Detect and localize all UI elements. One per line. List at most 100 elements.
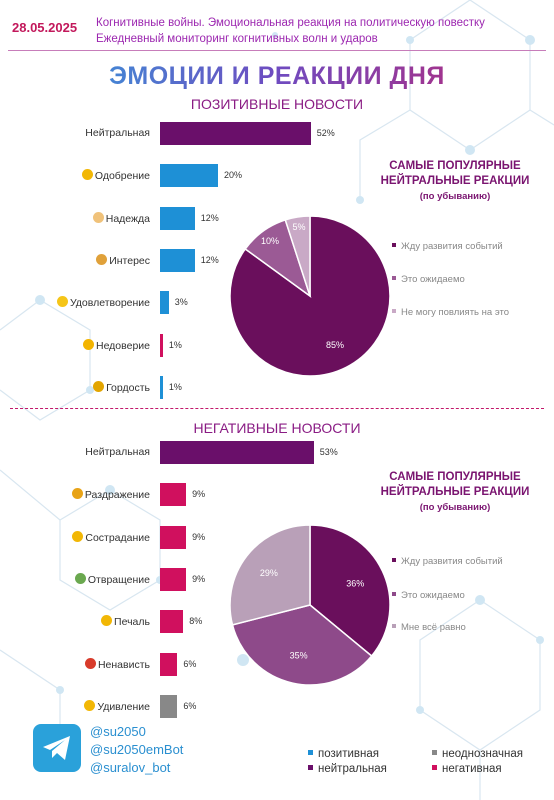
bar <box>160 610 184 634</box>
legend-label: неоднозначная <box>442 748 523 760</box>
bar-category-label: Раздражение <box>71 488 150 501</box>
legend-swatch <box>392 276 396 280</box>
bot-link[interactable]: @suralov_bot <box>90 760 171 775</box>
bar <box>160 652 178 676</box>
bar-value-label: 6% <box>183 700 197 711</box>
bar-category-label: Гордость <box>93 380 150 394</box>
bar-value-label: 12% <box>200 212 219 223</box>
bar-category-text: Нейтральная <box>85 446 150 458</box>
footer-legend-item: нейтральная <box>308 763 387 775</box>
positive-side-title-2: НЕЙТРАЛЬНЫЕ РЕАКЦИИ <box>380 175 530 187</box>
bar-category-label: Ненависть <box>84 657 150 671</box>
legend-label: Жду развития событий <box>401 241 503 252</box>
negative-side-title-2: НЕЙТРАЛЬНЫЕ РЕАКЦИИ <box>380 486 530 498</box>
bar-value-label: 53% <box>319 447 338 457</box>
positive-legend-item: Это ожидаемо <box>392 274 522 285</box>
bar-category-text: Ненависть <box>97 658 150 671</box>
report-date: 28.05.2025 <box>12 20 78 35</box>
bar-category-text: Отвращение <box>87 573 150 586</box>
bar-category-text: Недоверие <box>95 339 150 352</box>
legend-swatch <box>392 592 396 596</box>
channel-link[interactable]: @su2050 <box>90 724 146 739</box>
legend-label: нейтральная <box>318 763 387 775</box>
bar-category-text: Нейтральная <box>85 127 150 139</box>
handshake-icon <box>81 169 93 181</box>
telegram-icon <box>43 736 70 760</box>
legend-label: Это ожидаемо <box>401 590 465 601</box>
bar-category-label: Надежда <box>92 211 150 225</box>
positive-side-subtitle: (по убыванию) <box>419 191 491 202</box>
legend-swatch <box>392 243 396 247</box>
bar-category-text: Интерес <box>109 254 150 267</box>
bar-category-text: Печаль <box>114 616 150 629</box>
positive-pie-chart: 85% 10% 5% <box>229 215 391 377</box>
bar <box>160 441 314 464</box>
bar-category-text: Удивление <box>97 700 150 713</box>
legend-swatch <box>308 765 313 770</box>
bar <box>160 525 187 549</box>
footer-legend-item: позитивная <box>308 748 379 760</box>
bar-value-label: 9% <box>192 573 206 584</box>
bar-value-label: 20% <box>224 170 243 181</box>
legend-swatch <box>392 309 396 313</box>
legend-swatch <box>308 750 313 755</box>
pie-value-label: 29% <box>260 568 278 578</box>
legend-label: позитивная <box>318 748 379 760</box>
negative-heading: НЕГАТИВНЫЕ НОВОСТИ <box>193 420 361 436</box>
negative-side-subtitle: (по убыванию) <box>419 502 491 513</box>
bar-category-label: Отвращение <box>74 572 150 586</box>
bar-category-label: Нейтральная <box>85 127 150 139</box>
bar-category-label: Интерес <box>96 253 150 267</box>
enraged-face-icon <box>84 657 96 669</box>
positive-legend-item: Не могу повлиять на это <box>392 307 522 318</box>
bar-value-label: 52% <box>316 128 335 138</box>
header-subtitle: Когнитивные войны. Эмоциональная реакция… <box>96 17 485 29</box>
bar <box>160 567 187 591</box>
negative-side-title-1: САМЫЕ ПОПУЛЯРНЫЕ <box>389 471 521 483</box>
legend-swatch <box>392 624 396 628</box>
legend-label: Не могу повлиять на это <box>401 307 509 318</box>
negative-legend-item: Это ожидаемо <box>392 590 522 601</box>
telegram-logo[interactable] <box>33 724 81 772</box>
bar-value-label: 3% <box>174 297 188 308</box>
legend-label: Это ожидаемо <box>401 274 465 285</box>
bot-link[interactable]: @su2050emBot <box>90 742 184 757</box>
bar-category-label: Сострадание <box>72 530 150 544</box>
bar-category-label: Нейтральная <box>85 446 150 458</box>
bar <box>160 333 163 357</box>
legend-swatch <box>392 558 396 562</box>
pie-value-label: 35% <box>290 651 308 661</box>
bar <box>160 483 187 507</box>
bar-category-text: Одобрение <box>94 170 150 183</box>
astonished-face-icon <box>84 699 96 711</box>
bar-value-label: 6% <box>183 658 197 669</box>
unamused-face-icon <box>82 338 94 350</box>
legend-swatch <box>432 765 437 770</box>
bar-category-text: Гордость <box>106 381 150 394</box>
bar-value-label: 1% <box>168 339 182 350</box>
bar <box>160 164 218 188</box>
bar-value-label: 12% <box>200 254 219 265</box>
bar-category-label: Одобрение <box>81 169 150 183</box>
positive-side-title-1: САМЫЕ ПОПУЛЯРНЫЕ <box>389 160 521 172</box>
thinking-face-icon <box>96 253 108 265</box>
positive-legend-item: Жду развития событий <box>392 241 522 252</box>
bar-value-label: 1% <box>168 381 182 392</box>
legend-label: Жду развития событий <box>401 556 503 567</box>
praying-hands-icon <box>92 211 104 223</box>
pie-slice <box>229 524 311 626</box>
bar-value-label: 9% <box>192 489 206 500</box>
nauseated-face-icon <box>74 572 86 584</box>
bar-category-text: Надежда <box>105 212 150 225</box>
bar-value-label: 8% <box>189 616 203 627</box>
bar <box>160 291 169 315</box>
pie-slice <box>231 604 373 686</box>
pie-value-label: 36% <box>346 579 364 589</box>
bar <box>160 375 163 399</box>
bar <box>160 248 195 272</box>
legend-label: негативная <box>442 763 502 775</box>
bar <box>160 122 311 145</box>
legend-label: Мне всё равно <box>401 622 466 633</box>
header-description: Ежедневный мониторинг когнитивных волн и… <box>96 33 378 45</box>
bar-category-label: Удивление <box>84 699 150 713</box>
